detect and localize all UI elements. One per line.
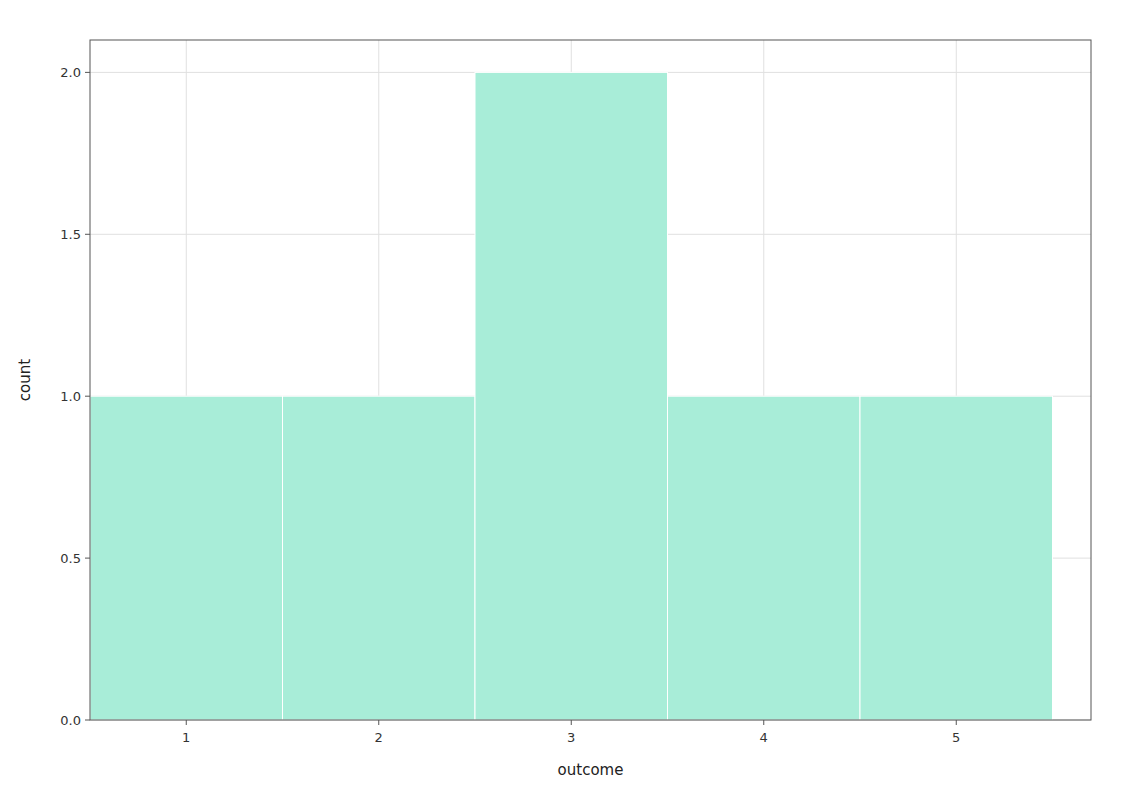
histogram-bar [283,396,476,720]
x-axis-label: outcome [558,761,624,779]
x-tick-label: 3 [567,730,575,745]
y-tick [85,234,90,235]
y-tick-label: 2.0 [60,65,81,80]
x-tick-label: 2 [375,730,383,745]
plot-frame [90,40,1091,720]
y-tick [85,72,90,73]
histogram-bar [475,72,668,720]
chart: 1 2 3 4 5 0.0 0.5 1.0 1.5 2.0 outcome count [0,0,1131,800]
y-tick-label: 1.0 [60,389,81,404]
bars [90,72,1053,720]
histogram-bar [90,396,283,720]
y-tick [85,396,90,397]
y-tick-label: 0.5 [60,551,81,566]
x-tick [763,720,764,725]
plot-background [90,40,1091,720]
y-tick-label: 0.0 [60,713,81,728]
x-tick [378,720,379,725]
chart-container: 1 2 3 4 5 0.0 0.5 1.0 1.5 2.0 outcome count [0,0,1131,800]
x-tick [956,720,957,725]
page: {"chart_data": {"type": "histogram", "xl… [0,0,1131,800]
y-tick-label: 1.5 [60,227,81,242]
x-tick [571,720,572,725]
x-tick [186,720,187,725]
x-tick-label: 5 [952,730,960,745]
y-tick [85,558,90,559]
y-axis-label: count [16,359,34,401]
histogram-bar [668,396,861,720]
x-tick-label: 1 [182,730,190,745]
grid [90,40,1091,720]
y-tick [85,720,90,721]
x-tick-label: 4 [760,730,768,745]
histogram-bar [860,396,1053,720]
axes: 1 2 3 4 5 0.0 0.5 1.0 1.5 2.0 [60,65,960,745]
